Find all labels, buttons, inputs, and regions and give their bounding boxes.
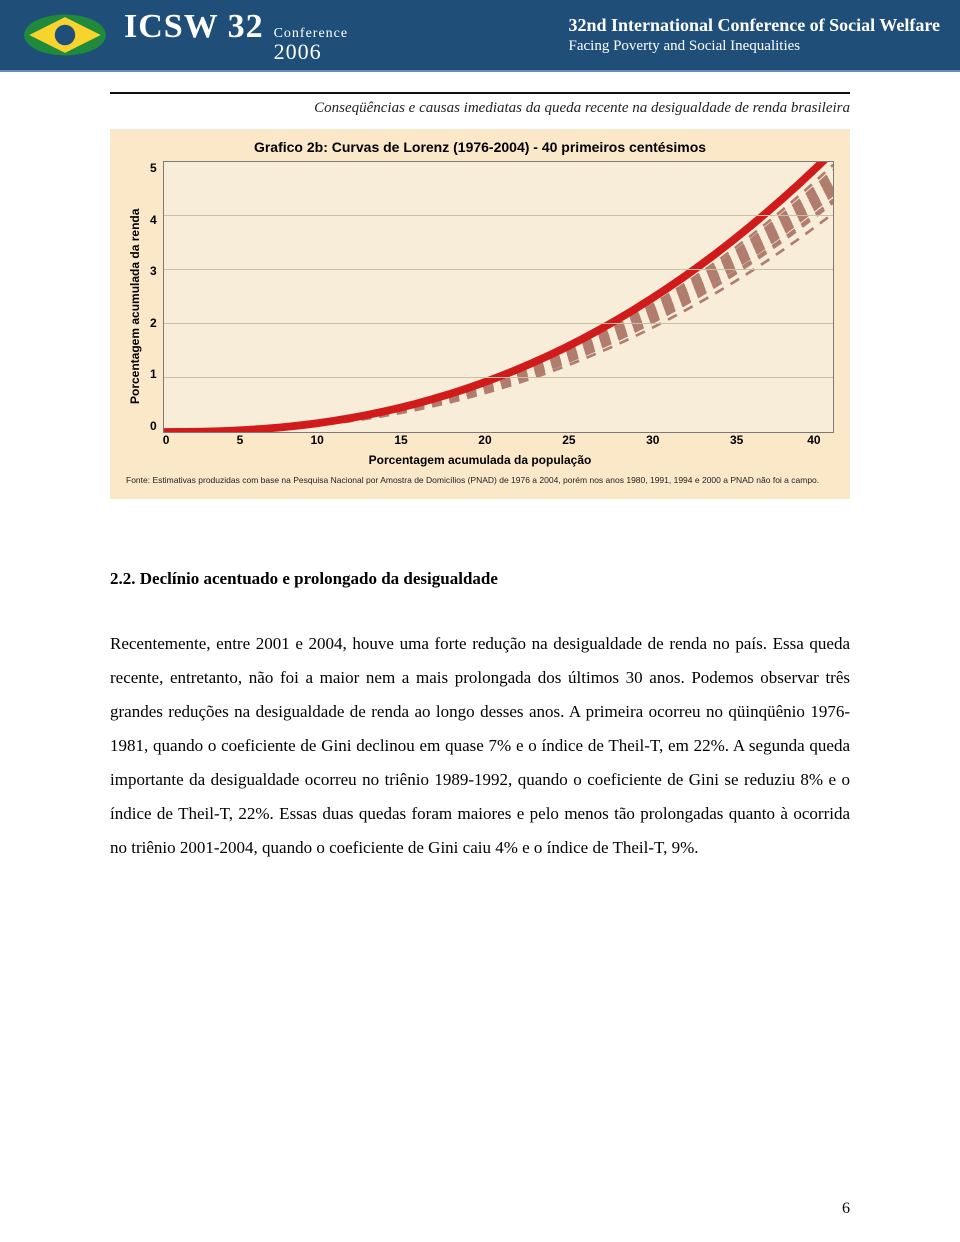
lorenz-curve-1996 [164,184,833,432]
page-content: Conseqüências e causas imediatas da qued… [0,72,960,905]
brazil-flag-icon [20,12,110,58]
chart-title: Grafico 2b: Curvas de Lorenz (1976-2004)… [126,139,834,155]
section-heading: 2.2. Declínio acentuado e prolongado da … [110,569,850,589]
lorenz-curve-1990 [164,200,833,432]
chart-ytick: 5 [150,161,157,175]
lorenz-curve-1981 [164,178,833,432]
lorenz-curve-1995 [164,186,833,432]
lorenz-curve-1977 [164,200,833,432]
chart-xtick: 5 [237,433,244,451]
chart-xtick: 40 [807,433,820,451]
chart-ytick: 0 [150,419,157,433]
chart-xtick: 35 [730,433,743,451]
lorenz-curve-1982 [164,181,833,432]
lorenz-curve-2002 [164,170,833,432]
page-number: 6 [842,1200,850,1218]
lorenz-curve-1998 [164,181,833,432]
brand-name: ICSW 32 [124,8,264,46]
chart-plot-area [163,161,834,433]
lorenz-curve-1985 [164,184,833,432]
banner-subtitle: Facing Poverty and Social Inequalities [569,38,940,55]
chart-yaxis: 5 4 3 2 1 0 [144,161,163,451]
banner-left: ICSW 32 Conference 2006 [20,8,348,63]
brand-sub: Conference 2006 [274,27,349,63]
chart-plot-wrap: 0 5 10 15 20 25 30 35 40 [163,161,834,451]
banner-title: 32nd International Conference of Social … [569,15,940,36]
lorenz-curve-2001 [164,176,833,433]
lorenz-curve-1997 [164,184,833,432]
chart-curves [164,162,833,432]
chart-ylabel: Porcentagem acumulada da renda [126,161,144,451]
lorenz-curve-1976 [164,192,833,432]
lorenz-curve-1993 [164,194,833,432]
chart-xlabel: Porcentagem acumulada da população [126,453,834,467]
brand-block: ICSW 32 Conference 2006 [124,8,348,63]
lorenz-curve-1987 [164,186,833,432]
lorenz-curve-1979 [164,189,833,432]
chart-ytick: 4 [150,213,157,227]
chart-xtick: 20 [478,433,491,451]
lorenz-curve-1986 [164,173,833,432]
lorenz-curve-1984 [164,176,833,433]
lorenz-curve-1983 [164,186,833,432]
brand-year: 2006 [274,41,349,63]
running-title: Conseqüências e causas imediatas da qued… [110,92,850,117]
header-banner: ICSW 32 Conference 2006 32nd Internation… [0,0,960,70]
banner-right: 32nd International Conference of Social … [569,15,940,55]
lorenz-curve-1978 [164,194,833,432]
chart-body: Porcentagem acumulada da renda 543210 05… [126,161,834,451]
chart-ytick: 2 [150,316,157,330]
chart-xtick: 10 [310,433,323,451]
chart-source: Fonte: Estimativas produzidas com base n… [126,475,834,485]
lorenz-curve-1999 [164,176,833,433]
chart-xtick: 25 [562,433,575,451]
chart-xtick: 30 [646,433,659,451]
chart-xtick: 0 [163,433,170,451]
body-paragraph: Recentemente, entre 2001 e 2004, houve u… [110,627,850,865]
lorenz-curve-2003 [164,165,833,432]
chart-ytick: 3 [150,264,157,278]
lorenz-curve-1992 [164,170,833,432]
lorenz-chart-card: Grafico 2b: Curvas de Lorenz (1976-2004)… [110,129,850,499]
lorenz-curve-2004 [164,162,833,432]
chart-xaxis: 0 5 10 15 20 25 30 35 40 [163,433,834,451]
chart-xtick: 15 [394,433,407,451]
chart-ytick: 1 [150,367,157,381]
